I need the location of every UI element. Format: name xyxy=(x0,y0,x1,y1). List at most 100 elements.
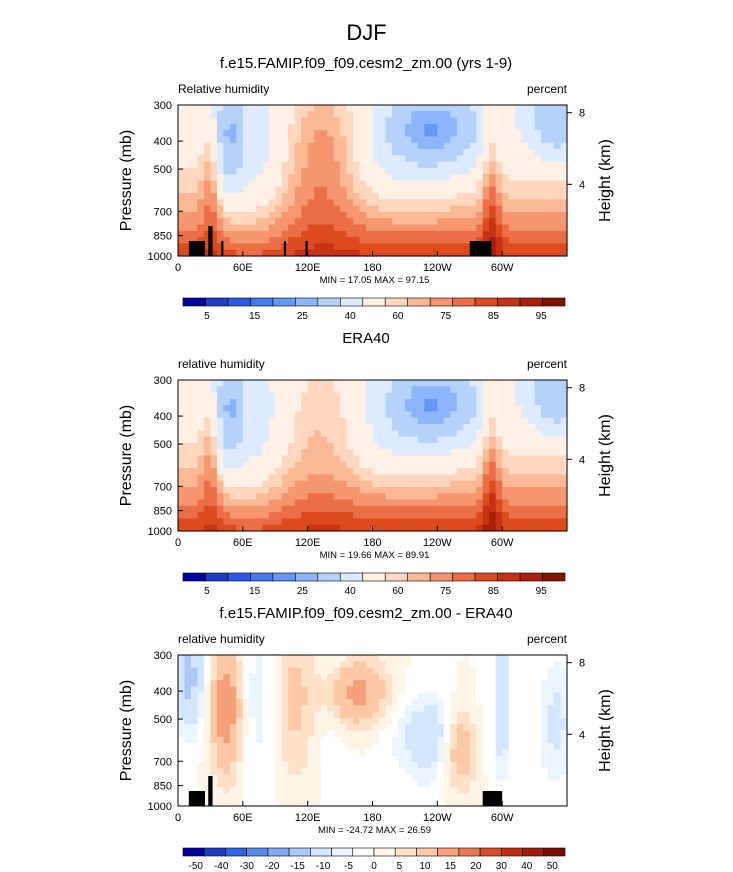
heatmap-cell xyxy=(378,167,387,175)
heatmap-cell xyxy=(385,123,393,131)
heatmap-cell xyxy=(450,136,458,144)
heatmap-cell xyxy=(320,392,328,400)
heatmap-cell xyxy=(307,468,315,475)
heatmap-cell xyxy=(307,749,315,757)
heatmap-cell xyxy=(327,455,335,463)
heatmap-cell xyxy=(411,174,419,182)
heatmap-cell xyxy=(541,193,549,200)
heatmap-cell xyxy=(404,243,412,251)
heatmap-cell xyxy=(333,199,341,207)
heatmap-cell xyxy=(508,211,516,219)
colorbar-swatch xyxy=(339,572,364,582)
heatmap-cell xyxy=(528,686,536,694)
heatmap-cell xyxy=(508,117,516,125)
heatmap-cell xyxy=(210,442,218,450)
heatmap-cell xyxy=(489,405,497,413)
heatmap-cell xyxy=(508,717,516,725)
heatmap-cell xyxy=(301,417,309,425)
colorbar-label: 40 xyxy=(521,861,533,872)
heatmap-cell xyxy=(216,505,224,513)
heatmap-cell xyxy=(489,686,497,694)
heatmap-cell xyxy=(320,199,328,207)
heatmap-cell xyxy=(508,655,516,662)
heatmap-cell xyxy=(391,174,400,182)
heatmap-cell xyxy=(314,799,322,807)
heatmap-cell xyxy=(340,755,348,763)
colorbar-label: 50 xyxy=(547,861,559,872)
heatmap-cell xyxy=(437,468,445,475)
heatmap-cell xyxy=(320,667,328,675)
heatmap-cell xyxy=(366,142,374,150)
heatmap-cell xyxy=(268,218,276,226)
heatmap-cell xyxy=(236,673,244,681)
heatmap-cell xyxy=(216,442,224,450)
heatmap-cell xyxy=(450,743,458,750)
heatmap-cell xyxy=(320,680,328,688)
heatmap-cell xyxy=(391,392,400,400)
heatmap-cell xyxy=(249,161,257,169)
heatmap-cell xyxy=(190,167,199,175)
heatmap-cell xyxy=(437,424,445,431)
heatmap-cell xyxy=(236,155,244,163)
heatmap-cell xyxy=(268,193,276,200)
heatmap-cell xyxy=(508,449,516,457)
heatmap-cell xyxy=(197,218,205,226)
heatmap-cell xyxy=(404,430,412,438)
heatmap-cell xyxy=(547,174,555,182)
heatmap-cell xyxy=(294,186,302,194)
heatmap-cell xyxy=(320,155,328,163)
heatmap-cell xyxy=(268,673,276,681)
heatmap-cell xyxy=(262,461,270,469)
heatmap-cell xyxy=(346,699,354,706)
heatmap-cell xyxy=(203,161,212,169)
heatmap-cell xyxy=(476,199,484,207)
heatmap-cell xyxy=(359,386,367,394)
heatmap-cell xyxy=(327,699,335,706)
heatmap-cell xyxy=(223,743,231,750)
heatmap-cell xyxy=(534,174,542,182)
heatmap-cell xyxy=(508,667,516,675)
heatmap-cell xyxy=(424,398,432,406)
heatmap-cell xyxy=(314,430,322,438)
heatmap-cell xyxy=(463,243,471,251)
heatmap-cell xyxy=(203,105,212,112)
heatmap-cell xyxy=(203,499,212,507)
heatmap-cell xyxy=(489,699,497,706)
heatmap-cell xyxy=(359,692,367,700)
heatmap-cell xyxy=(411,667,419,675)
heatmap-cell xyxy=(229,430,237,438)
heatmap-cell xyxy=(275,474,283,482)
heatmap-cell xyxy=(554,461,562,469)
heatmap-cell xyxy=(262,398,270,406)
heatmap-cell xyxy=(515,780,523,788)
heatmap-cell xyxy=(411,705,419,713)
heatmap-cell xyxy=(411,392,419,400)
heatmap-cell xyxy=(424,136,432,144)
y2-axis-label: Height (km) xyxy=(597,139,614,222)
heatmap-cell xyxy=(417,699,425,706)
heatmap-cell xyxy=(391,417,400,425)
heatmap-cell xyxy=(281,398,289,406)
heatmap-cell xyxy=(184,436,192,444)
heatmap-cell xyxy=(307,386,315,394)
heatmap-cell xyxy=(184,673,192,681)
heatmap-cell xyxy=(398,499,406,507)
heatmap-cell xyxy=(359,180,367,188)
heatmap-cell xyxy=(281,380,289,387)
heatmap-cell xyxy=(463,686,471,694)
heatmap-cell xyxy=(430,193,438,200)
heatmap-cell xyxy=(508,787,516,795)
heatmap-cell xyxy=(424,787,432,795)
heatmap-cell xyxy=(521,749,529,757)
heatmap-cell xyxy=(411,249,419,257)
heatmap-cell xyxy=(391,705,400,713)
heatmap-cell xyxy=(178,161,186,169)
heatmap-cell xyxy=(229,486,237,494)
heatmap-cell xyxy=(307,461,315,469)
heatmap-cell xyxy=(521,167,529,175)
heatmap-cell xyxy=(541,449,549,457)
heatmap-cell xyxy=(489,730,497,738)
heatmap-cell xyxy=(346,436,354,444)
heatmap-cell xyxy=(378,774,387,782)
heatmap-cell xyxy=(223,424,231,431)
